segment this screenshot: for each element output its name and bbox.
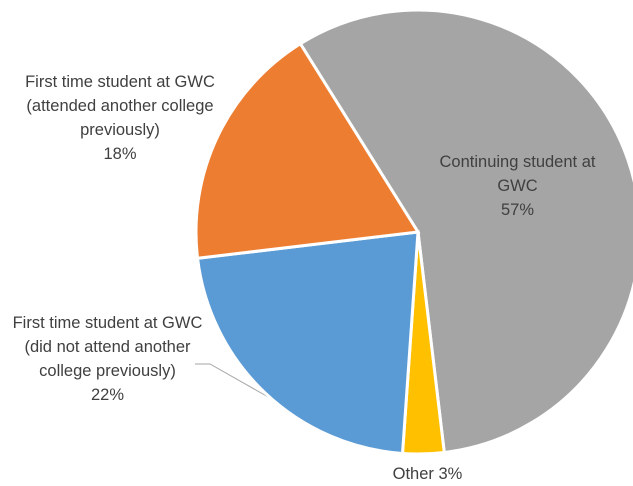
value-label: 57% [500, 201, 535, 219]
leader-line [195, 363, 271, 399]
category-label: First time student at GWC (attended anot… [25, 73, 215, 139]
category-label: Continuing student at GWC [439, 153, 596, 195]
data-label: First time student at GWC (attended anot… [25, 70, 215, 166]
value-label: 3% [438, 465, 463, 483]
category-label: First time student at GWC (did not atten… [12, 314, 203, 380]
data-label: Continuing student at GWC 57% [435, 150, 600, 222]
data-label: First time student at GWC (did not atten… [5, 311, 210, 407]
data-label: Other 3% [370, 462, 485, 486]
value-label: 22% [90, 386, 125, 404]
pie-slice [298, 8, 633, 455]
category-label: Other [392, 465, 434, 483]
pie-slice [194, 41, 421, 260]
pie-slice [195, 230, 420, 456]
value-label: 18% [103, 145, 137, 163]
